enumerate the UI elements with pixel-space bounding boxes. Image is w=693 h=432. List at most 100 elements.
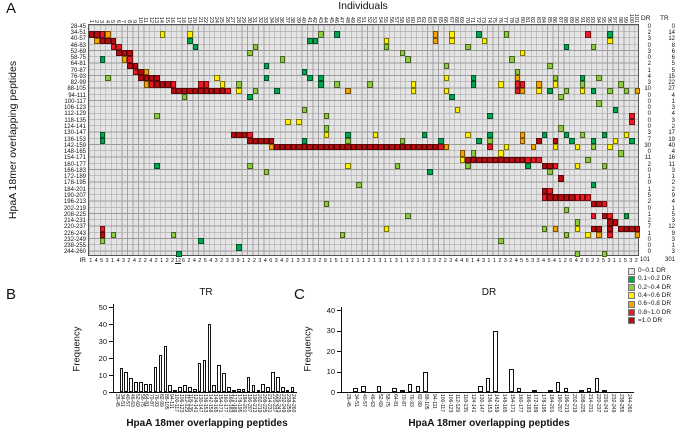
heatmap-cell [89, 31, 95, 38]
x-category-label: 100-117 [438, 394, 445, 412]
bar [192, 388, 197, 392]
heatmap-cell [334, 81, 340, 88]
dr-value: 0 [647, 55, 651, 62]
ir-value: 1 [400, 257, 404, 264]
bar [493, 330, 499, 392]
heatmap-cell [236, 244, 242, 251]
heatmap-cell [143, 81, 149, 88]
heatmap-cell [383, 37, 390, 44]
bar [236, 388, 241, 392]
heatmap-cell [596, 200, 602, 207]
heatmap-cell [121, 50, 128, 57]
heatmap-cell [585, 194, 591, 201]
heatmap-cell [454, 106, 460, 113]
heatmap-cell [607, 219, 613, 226]
heatmap-cell [421, 131, 428, 138]
heatmap-cell [623, 213, 630, 220]
heatmap-cell [629, 119, 635, 126]
panel-b-label: B [6, 286, 17, 303]
heatmap-cell [307, 37, 313, 44]
ir-value: 2 [563, 257, 567, 264]
heatmap-cell [334, 31, 340, 38]
ir-value: 4 [192, 257, 196, 264]
bar [392, 387, 397, 392]
heatmap-cell [219, 81, 226, 88]
heatmap-cell [427, 144, 433, 151]
heatmap-cell [383, 144, 390, 151]
x-category-label: 106-123 [446, 394, 453, 413]
ir-value: 2 [171, 257, 175, 264]
heatmap-cell [181, 93, 188, 101]
heatmap-cell [552, 75, 559, 82]
bar [285, 390, 290, 393]
heatmap-cell [236, 131, 242, 138]
peptide-row-label: 190-207 [63, 192, 86, 199]
peptide-row-label: 232-249 [63, 236, 86, 243]
ir-value: 1 [361, 257, 366, 264]
x-category-label: 58-75 [384, 394, 391, 407]
ir-value: 6 [269, 257, 273, 264]
heatmap-cell [590, 213, 597, 220]
heatmap-cell [170, 231, 177, 239]
ir-value: 1 [340, 257, 344, 264]
dr-value: 1 [647, 174, 651, 181]
heatmap-cell [514, 87, 520, 94]
peptide-row-label: 172-189 [63, 174, 86, 181]
peptide-row-label: 220-237 [63, 224, 86, 231]
heatmap-cell [465, 131, 471, 138]
heatmap-cell [318, 75, 324, 82]
heatmap-cell [519, 81, 526, 88]
heatmap-cell [323, 131, 330, 138]
ir-value: 9 [236, 257, 240, 264]
ir-value: 9 [323, 257, 327, 264]
heatmap-cell [459, 156, 466, 163]
peptide-row-label: 88-105 [67, 86, 86, 93]
heatmap-cell [241, 131, 248, 138]
x-category-label: 46-63 [368, 394, 375, 407]
x-category-label: 142-159 [493, 394, 500, 413]
ir-value: 3 [481, 257, 486, 264]
dr-value: 0 [647, 98, 651, 105]
heatmap-cell [579, 194, 586, 201]
heatmap-cell [618, 81, 624, 88]
heatmap-cell [574, 144, 580, 151]
dr-value: 3 [647, 130, 651, 137]
heatmap-cell [361, 144, 368, 151]
legend-label: 0.6~0.8 DR [638, 300, 672, 308]
heatmap-cell [356, 144, 362, 151]
dr-value: 11 [644, 155, 651, 162]
bar [134, 381, 138, 392]
ir-value: 1 [160, 257, 164, 264]
heatmap-cell [301, 68, 308, 76]
y-axis-tick [109, 358, 113, 359]
heatmap-cell [558, 93, 564, 101]
ir-value: 3 [301, 257, 305, 264]
heatmap-cell [601, 131, 608, 138]
ir-value: 3 [378, 257, 382, 264]
heatmap-cell [290, 144, 297, 151]
ir-value: 2 [580, 257, 584, 264]
dr-value: 0 [647, 205, 651, 212]
heatmap-cell [192, 87, 199, 94]
ir-value: 3 [258, 257, 262, 264]
heatmap-cell [443, 87, 450, 94]
heatmap-cell [590, 144, 597, 151]
heatmap-cell [345, 144, 351, 151]
heatmap-cell [536, 87, 542, 94]
heatmap-cell [143, 75, 149, 82]
heatmap-cell [345, 137, 351, 145]
heatmap-cell [541, 131, 548, 138]
heatmap-cell [470, 75, 477, 82]
bar [266, 386, 270, 392]
heatmap-cell [105, 75, 111, 82]
heatmap-cell [394, 144, 400, 151]
tr-chart-title: TR [199, 287, 213, 298]
heatmap-cell [99, 225, 106, 232]
heatmap-cell [127, 56, 133, 63]
ir-value: 4 [476, 257, 480, 264]
heatmap-cell [547, 62, 553, 69]
dr-value: 0 [647, 180, 651, 187]
x-category-label: 118-135 [462, 394, 469, 412]
y-axis-tick [337, 310, 341, 311]
